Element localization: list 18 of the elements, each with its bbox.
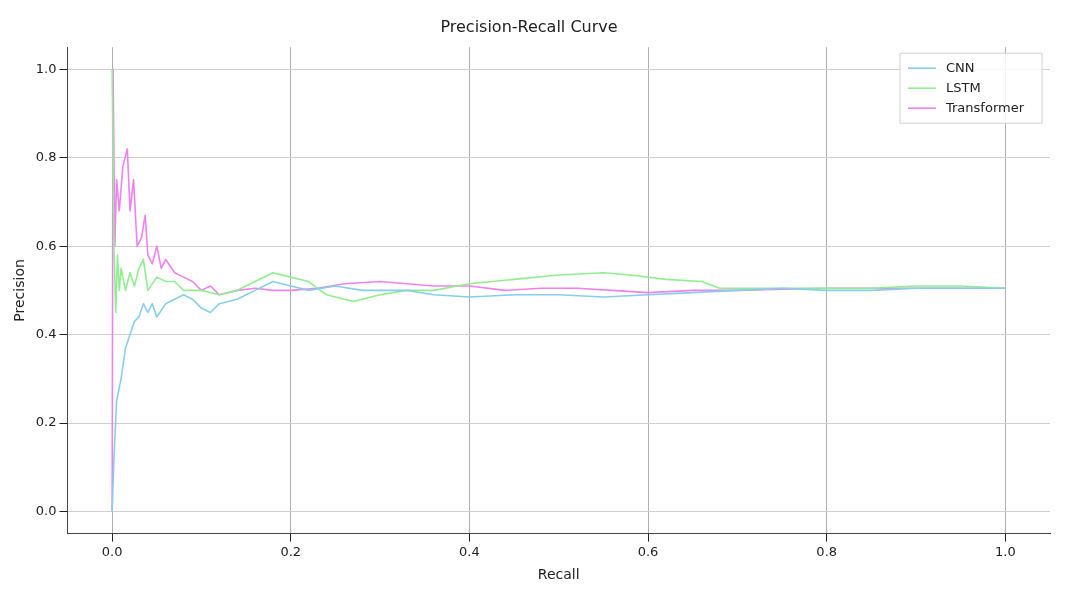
x-tick-label: 0.6 xyxy=(637,543,659,559)
y-tick-label: 0.2 xyxy=(35,414,57,430)
x-tick-label: 0.2 xyxy=(280,543,302,559)
y-tick-label: 0.0 xyxy=(35,502,57,518)
y-tick-label: 1.0 xyxy=(35,60,57,76)
y-tick-label: 0.6 xyxy=(35,237,57,253)
chart-title: Precision-Recall Curve xyxy=(440,16,618,36)
y-tick-label: 0.8 xyxy=(35,149,57,165)
x-tick-label: 1.0 xyxy=(995,543,1016,559)
legend-label: CNN xyxy=(945,59,975,75)
x-tick-label: 0.0 xyxy=(101,543,123,559)
x-axis-title: Recall xyxy=(537,566,580,583)
legend-label: Transformer xyxy=(944,99,1025,115)
x-tick-label: 0.8 xyxy=(816,543,838,559)
x-tick-label: 0.4 xyxy=(459,543,480,559)
y-tick-label: 0.4 xyxy=(35,325,57,341)
legend-label: LSTM xyxy=(945,79,981,95)
y-axis-title: Precision xyxy=(11,259,28,322)
